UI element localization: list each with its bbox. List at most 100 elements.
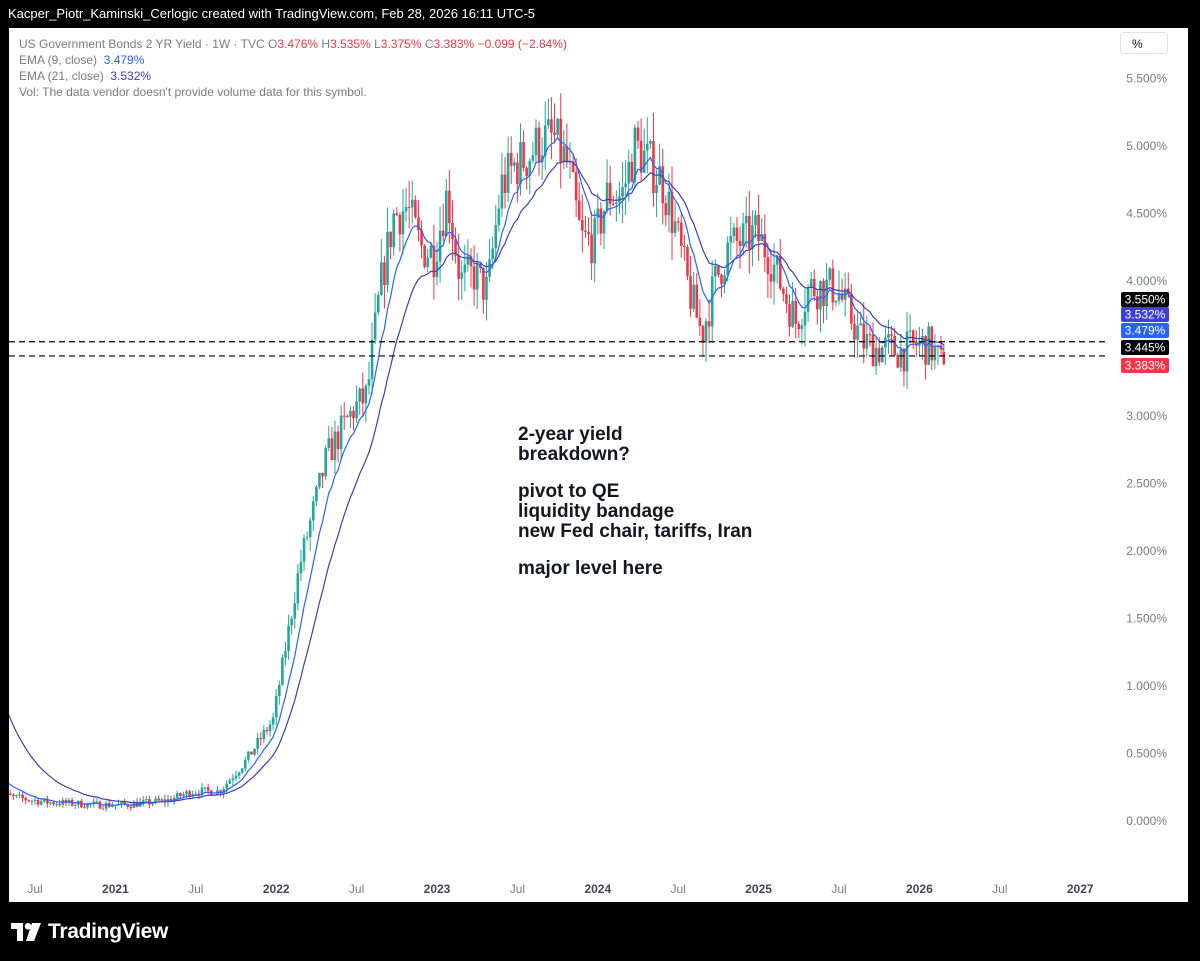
candle-body bbox=[346, 416, 349, 418]
candle-body bbox=[24, 798, 28, 801]
candle-body bbox=[237, 772, 241, 776]
candle-body bbox=[380, 262, 383, 295]
candle-body bbox=[587, 231, 590, 235]
legend-symbol: US Government Bonds 2 YR Yield · 1W · TV… bbox=[19, 37, 265, 51]
candle-body bbox=[243, 759, 247, 769]
candle-body bbox=[924, 335, 927, 365]
candle-body bbox=[630, 161, 634, 182]
candle-body bbox=[407, 206, 411, 208]
candle-body bbox=[933, 347, 937, 361]
candle-body bbox=[868, 334, 872, 336]
candle-body bbox=[571, 161, 575, 172]
candle-body bbox=[392, 213, 396, 248]
candle-body bbox=[754, 214, 757, 226]
candle-body bbox=[466, 256, 470, 265]
candle-body bbox=[373, 312, 377, 340]
ema-lines bbox=[9, 136, 945, 807]
candle-body bbox=[52, 802, 55, 805]
candle-body bbox=[398, 214, 402, 235]
percent-scale-button[interactable]: % bbox=[1120, 32, 1168, 54]
candle-body bbox=[256, 737, 259, 749]
x-tick-label: Jul bbox=[27, 882, 42, 896]
annotation-line-4: liquidity bandage bbox=[518, 501, 675, 522]
candle-body bbox=[101, 808, 105, 810]
y-tick-label: 4.000% bbox=[1126, 274, 1167, 288]
candle-body bbox=[735, 227, 739, 241]
y-tick-label: 2.000% bbox=[1126, 544, 1167, 558]
price-label-bg bbox=[1121, 307, 1169, 322]
candle-body bbox=[265, 729, 269, 732]
candle-body bbox=[296, 573, 300, 604]
candle-body bbox=[30, 800, 34, 802]
candlestick-chart[interactable]: 5.500%5.000%4.500%4.000%3.500%3.000%2.50… bbox=[9, 28, 1188, 902]
candle-body bbox=[744, 215, 748, 224]
candle-body bbox=[342, 415, 346, 417]
candle-body bbox=[658, 166, 661, 185]
candle-body bbox=[203, 787, 207, 789]
candle-body bbox=[55, 804, 58, 806]
candle-body bbox=[277, 684, 281, 697]
price-label: 3.383% bbox=[1121, 358, 1169, 373]
candle-body bbox=[98, 801, 102, 809]
candle-body bbox=[915, 341, 918, 346]
candle-body bbox=[534, 127, 538, 156]
candle-body bbox=[550, 119, 553, 133]
candle-body bbox=[825, 279, 828, 306]
candle-body bbox=[262, 729, 266, 740]
legend-volume-note: Vol: The data vendor doesn't provide vol… bbox=[19, 85, 367, 99]
candle-body bbox=[404, 206, 408, 212]
candle-body bbox=[247, 751, 250, 760]
candle-body bbox=[222, 788, 225, 794]
candle-body bbox=[472, 266, 476, 290]
candle-body bbox=[386, 231, 389, 286]
candle-body bbox=[911, 330, 915, 342]
chart-frame[interactable]: 5.500%5.000%4.500%4.000%3.500%3.000%2.50… bbox=[9, 28, 1188, 902]
candle-body bbox=[670, 191, 674, 233]
legend-ema21-row[interactable]: EMA (21, close) 3.532% bbox=[19, 69, 151, 83]
candle-body bbox=[513, 162, 516, 166]
tradingview-logo-icon bbox=[11, 923, 41, 941]
footer-brand[interactable]: TradingView bbox=[11, 916, 168, 948]
candle-body bbox=[315, 486, 318, 502]
legend-close-value: 3.383% bbox=[433, 37, 475, 51]
candle-body bbox=[840, 293, 844, 300]
annotation-line-6: major level here bbox=[518, 558, 663, 579]
price-label-text: 3.532% bbox=[1125, 308, 1166, 322]
candle-body bbox=[877, 347, 881, 363]
x-tick-label: Jul bbox=[349, 882, 364, 896]
x-tick-label: Jul bbox=[831, 882, 846, 896]
annotation-line-1: 2-year yield bbox=[518, 424, 623, 445]
candle-body bbox=[225, 783, 229, 789]
candle-body bbox=[435, 261, 439, 278]
candle-body bbox=[772, 264, 776, 282]
candle-body bbox=[197, 793, 201, 796]
candle-body bbox=[478, 264, 482, 268]
candle-body bbox=[942, 351, 946, 365]
candle-body bbox=[191, 793, 195, 797]
x-tick-label: 2025 bbox=[745, 882, 772, 896]
candle-body bbox=[905, 331, 909, 372]
legend-open-value: 3.476% bbox=[277, 37, 319, 51]
y-tick-label: 5.500% bbox=[1126, 72, 1167, 86]
candle-body bbox=[766, 257, 770, 275]
candle-body bbox=[36, 800, 40, 805]
legend-ema21-label: EMA (21, close) bbox=[19, 69, 104, 83]
candle-body bbox=[800, 325, 804, 330]
legend-low-label: L bbox=[374, 37, 381, 51]
y-tick-label: 1.500% bbox=[1126, 612, 1167, 626]
candle-body bbox=[831, 268, 835, 303]
y-tick-label: 3.000% bbox=[1126, 409, 1167, 423]
candle-body bbox=[86, 803, 89, 808]
candle-body bbox=[599, 208, 603, 234]
candle-body bbox=[324, 447, 327, 477]
candle-body bbox=[120, 801, 123, 804]
price-label-bg bbox=[1121, 323, 1169, 338]
candle-body bbox=[902, 348, 906, 372]
legend-high-value: 3.535% bbox=[330, 37, 371, 51]
annotation-line-3: pivot to QE bbox=[518, 481, 620, 502]
candle-body bbox=[15, 795, 18, 797]
candle-body bbox=[679, 222, 683, 246]
legend-ema9-row[interactable]: EMA (9, close) 3.479% bbox=[19, 53, 144, 67]
x-tick-label: 2026 bbox=[906, 882, 933, 896]
candle-body bbox=[633, 127, 637, 182]
